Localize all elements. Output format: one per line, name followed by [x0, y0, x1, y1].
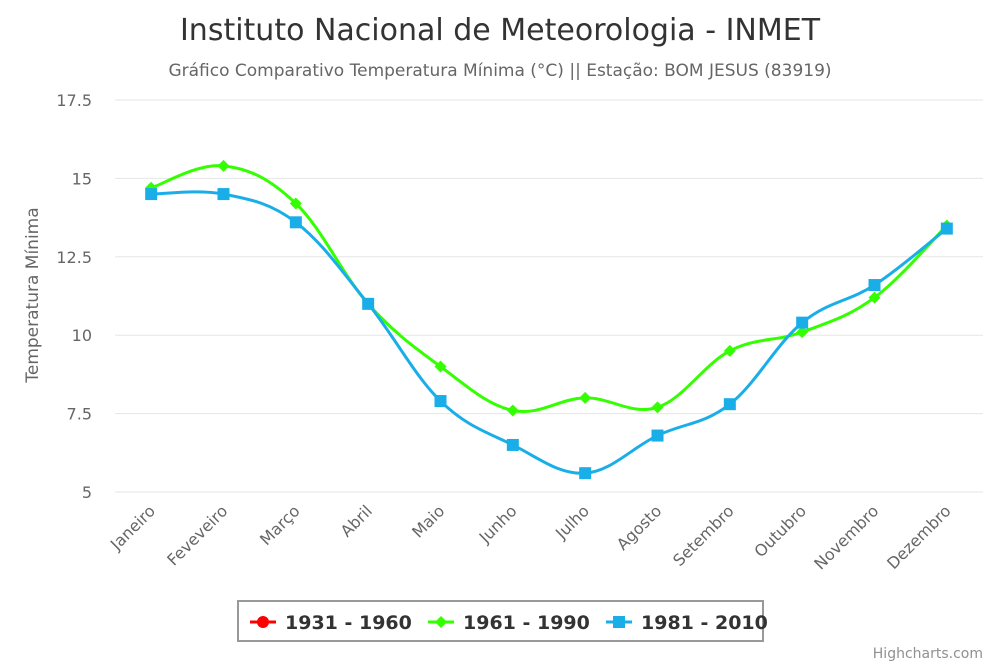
legend-marker	[435, 616, 447, 628]
y-tick-label: 15	[72, 169, 92, 188]
data-point	[651, 429, 664, 442]
x-tick-label: Maio	[408, 501, 448, 541]
y-tick-label: 12.5	[56, 248, 92, 267]
data-point	[217, 159, 230, 172]
data-point	[434, 395, 447, 408]
y-axis-ticks: 5 7.5 10 12.5 15 17.5	[56, 91, 92, 502]
data-point	[362, 297, 375, 310]
x-tick-label: Março	[256, 501, 304, 549]
data-point	[723, 398, 736, 411]
x-tick-label: Outubro	[750, 501, 810, 561]
legend-marker	[257, 616, 269, 628]
chart-subtitle: Gráfico Comparativo Temperatura Mínima (…	[168, 61, 831, 81]
data-point	[506, 404, 519, 417]
series-line	[150, 164, 948, 414]
legend-label: 1931 - 1960	[285, 612, 412, 634]
x-tick-label: Agosto	[613, 501, 666, 554]
data-point	[289, 197, 302, 210]
series-1981-2010	[145, 188, 953, 480]
legend-item[interactable]: 1981 - 2010	[606, 612, 768, 634]
data-point	[217, 188, 230, 201]
legend: 1931 - 1960 1961 - 1990 1981 - 2010	[237, 600, 768, 642]
data-point	[868, 291, 881, 304]
data-point	[796, 326, 809, 339]
y-axis-title: Temperatura Mínima	[23, 207, 43, 383]
data-point	[579, 467, 592, 480]
data-point	[940, 222, 953, 235]
y-tick-label: 10	[72, 326, 92, 345]
legend-label: 1981 - 2010	[641, 612, 768, 634]
grid-lines	[115, 99, 983, 493]
x-tick-label: Dezembro	[883, 501, 955, 573]
chart-title: Instituto Nacional de Meteorologia - INM…	[180, 13, 821, 48]
legend-label: 1961 - 1990	[463, 612, 590, 634]
x-tick-label: Novembro	[810, 501, 882, 573]
data-point	[723, 344, 736, 357]
x-tick-label: Setembro	[669, 501, 738, 570]
data-point	[868, 279, 881, 292]
data-point	[651, 401, 664, 414]
series-line	[151, 190, 948, 475]
legend-item[interactable]: 1961 - 1990	[428, 612, 590, 634]
data-point	[796, 316, 809, 329]
legend-marker	[613, 616, 625, 628]
x-tick-label: Abril	[337, 501, 376, 540]
x-axis-ticks: Janeiro Feveveiro Março Abril Maio Junho Julho…	[106, 501, 955, 573]
x-tick-label: Janeiro	[106, 501, 159, 554]
x-tick-label: Junho	[475, 501, 521, 547]
y-tick-label: 17.5	[56, 91, 92, 110]
y-tick-label: 5	[82, 483, 92, 502]
plot-area	[145, 159, 953, 480]
data-point	[289, 216, 302, 229]
data-point	[506, 438, 519, 451]
data-point	[434, 360, 447, 373]
legend-box	[237, 600, 764, 642]
x-tick-label: Feveveiro	[163, 501, 231, 569]
y-tick-label: 7.5	[67, 405, 92, 424]
legend-item[interactable]: 1931 - 1960	[250, 612, 412, 634]
data-point	[145, 188, 158, 201]
credits-link[interactable]: Highcharts.com	[873, 646, 983, 662]
x-tick-label: Julho	[551, 501, 593, 543]
data-point	[579, 391, 592, 404]
series-1961-1990	[145, 159, 953, 417]
